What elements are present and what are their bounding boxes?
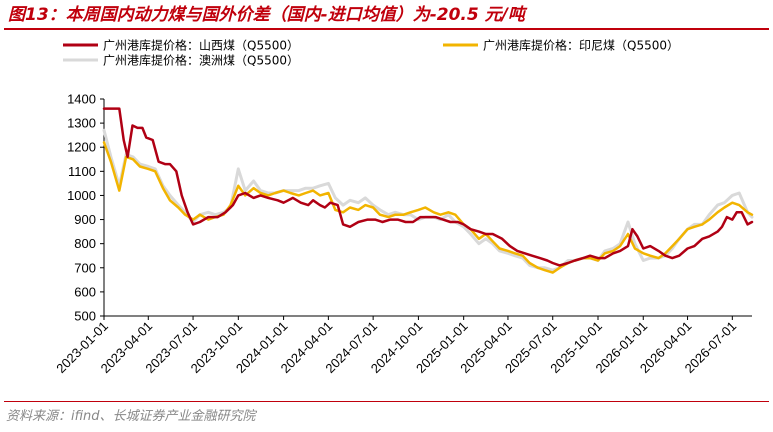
chart-title: 图13：本周国内动力煤与国外价差（国内-进口均值）为-20.5 元/吨	[8, 5, 525, 25]
x-axis: 2023-01-012023-04-012023-07-012023-10-01…	[53, 315, 752, 376]
series-line-1	[102, 141, 754, 274]
legend-label-indonesia: 广州港库提价格：印尼煤（Q5500）	[483, 38, 679, 53]
legend-item-australia: 广州港库提价格：澳洲煤（Q5500）	[63, 53, 299, 68]
y-tick-label: 1400	[67, 92, 96, 107]
legend-item-shanxi: 广州港库提价格：山西煤（Q5500）	[63, 38, 299, 53]
series-lines	[102, 107, 754, 274]
y-tick-label: 900	[74, 212, 96, 227]
source-note: 资料来源：ifind、长城证券产业金融研究院	[6, 409, 256, 424]
legend-label-australia: 广州港库提价格：澳洲煤（Q5500）	[103, 53, 299, 68]
legend-item-indonesia: 广州港库提价格：印尼煤（Q5500）	[443, 38, 679, 53]
y-tick-label: 700	[74, 260, 96, 275]
title-divider	[4, 28, 769, 30]
line-chart: 广州港库提价格：山西煤（Q5500） 广州港库提价格：印尼煤（Q5500） 广州…	[53, 38, 754, 376]
y-tick-label: 1100	[68, 164, 96, 179]
y-axis: 500 600 700 800 900 1000 1100 1200 1300 1400	[67, 92, 105, 324]
y-tick-label: 1300	[67, 116, 96, 131]
y-tick-label: 600	[74, 284, 96, 299]
chart-legend: 广州港库提价格：山西煤（Q5500） 广州港库提价格：印尼煤（Q5500） 广州…	[63, 38, 679, 68]
y-tick-label: 800	[74, 236, 96, 251]
legend-label-shanxi: 广州港库提价格：山西煤（Q5500）	[103, 38, 299, 53]
footer-divider	[4, 401, 769, 402]
series-line-0	[102, 107, 754, 267]
y-tick-label: 500	[74, 309, 96, 324]
y-tick-label: 1000	[67, 188, 96, 203]
y-tick-label: 1200	[67, 140, 96, 155]
